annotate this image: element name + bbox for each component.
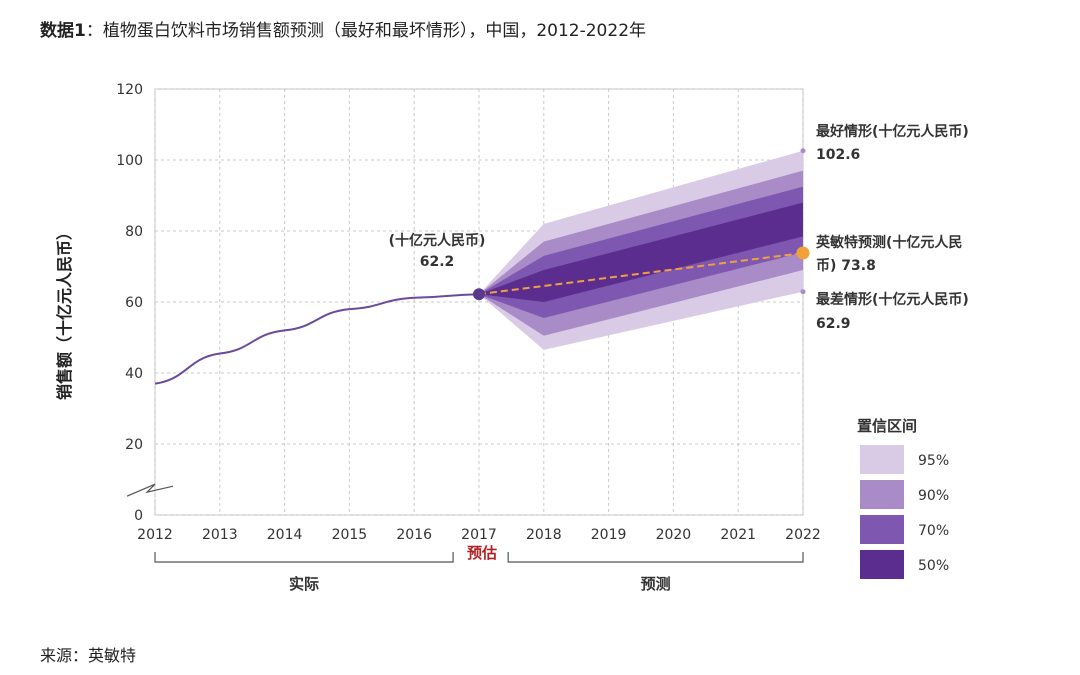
x-tick-label: 2020 (656, 527, 692, 543)
forecast-label-line2: 币) 73.8 (816, 258, 876, 274)
confidence-band-50 (479, 202, 803, 302)
x-tick-label: 2022 (785, 527, 821, 543)
x-tick-label: 2013 (202, 527, 238, 543)
best-case-label: 最好情形(十亿元人民币) (816, 123, 969, 140)
x-tick-label: 2016 (396, 527, 432, 543)
actual-period-bracket (154, 552, 454, 563)
forecast-period-bracket (507, 552, 804, 563)
source-note: 来源：英敏特 (40, 646, 137, 665)
actual-series-line (154, 293, 480, 385)
worst-case-marker (800, 289, 806, 295)
forecast-period-label: 预测 (641, 575, 671, 593)
legend-label-90: 90% (918, 488, 949, 504)
x-tick-label: 2014 (267, 527, 303, 543)
best-case-value: 102.6 (816, 147, 860, 163)
legend-label-95: 95% (918, 453, 949, 469)
legend-swatch-50 (860, 550, 904, 579)
y-tick-label: 120 (116, 82, 143, 98)
x-tick-label: 2017 (461, 527, 497, 543)
x-tick-label: 2012 (137, 527, 173, 543)
y-tick-label: 60 (125, 295, 143, 311)
x-tick-label: 2019 (591, 527, 627, 543)
page-title: 数据1：植物蛋白饮料市场销售额预测（最好和最坏情形），中国，2012-2022年 (40, 16, 646, 41)
x-tick-label: 2018 (526, 527, 562, 543)
best-case-marker (800, 148, 806, 154)
x-tick-label: 2015 (332, 527, 368, 543)
y-tick-label: 20 (125, 437, 143, 453)
legend-label-70: 70% (918, 523, 949, 539)
title-prefix: 数据1 (40, 21, 86, 41)
estimate-unit-label: (十亿元人民币) (389, 232, 486, 249)
y-axis-title: 销售额（十亿元人民币） (55, 224, 74, 400)
y-tick-label: 40 (125, 366, 143, 382)
title-text: ：植物蛋白饮料市场销售额预测（最好和最坏情形），中国，2012-2022年 (85, 21, 647, 41)
legend-label-50: 50% (918, 558, 949, 574)
worst-case-label: 最差情形(十亿元人民币) (816, 291, 969, 308)
estimate-point (473, 288, 485, 301)
legend-swatch-95 (860, 445, 904, 474)
y-tick-label: 100 (116, 153, 143, 169)
y-tick-label: 80 (125, 224, 143, 240)
actual-period-label: 实际 (289, 575, 319, 593)
axis-break-gap (126, 491, 174, 505)
worst-case-value: 62.9 (816, 316, 851, 332)
forecast-end-point (796, 246, 810, 260)
legend-swatch-70 (860, 515, 904, 544)
axis-break (126, 483, 174, 497)
legend-title: 置信区间 (857, 417, 917, 435)
x-tick-label: 2021 (720, 527, 756, 543)
forecast-label-line1: 英敏特预测(十亿元人民 (815, 234, 962, 251)
y-tick-label: 0 (134, 508, 143, 524)
estimate-period-label: 预估 (467, 544, 497, 562)
estimate-value-label: 62.2 (420, 254, 455, 270)
legend-swatch-90 (860, 480, 904, 509)
